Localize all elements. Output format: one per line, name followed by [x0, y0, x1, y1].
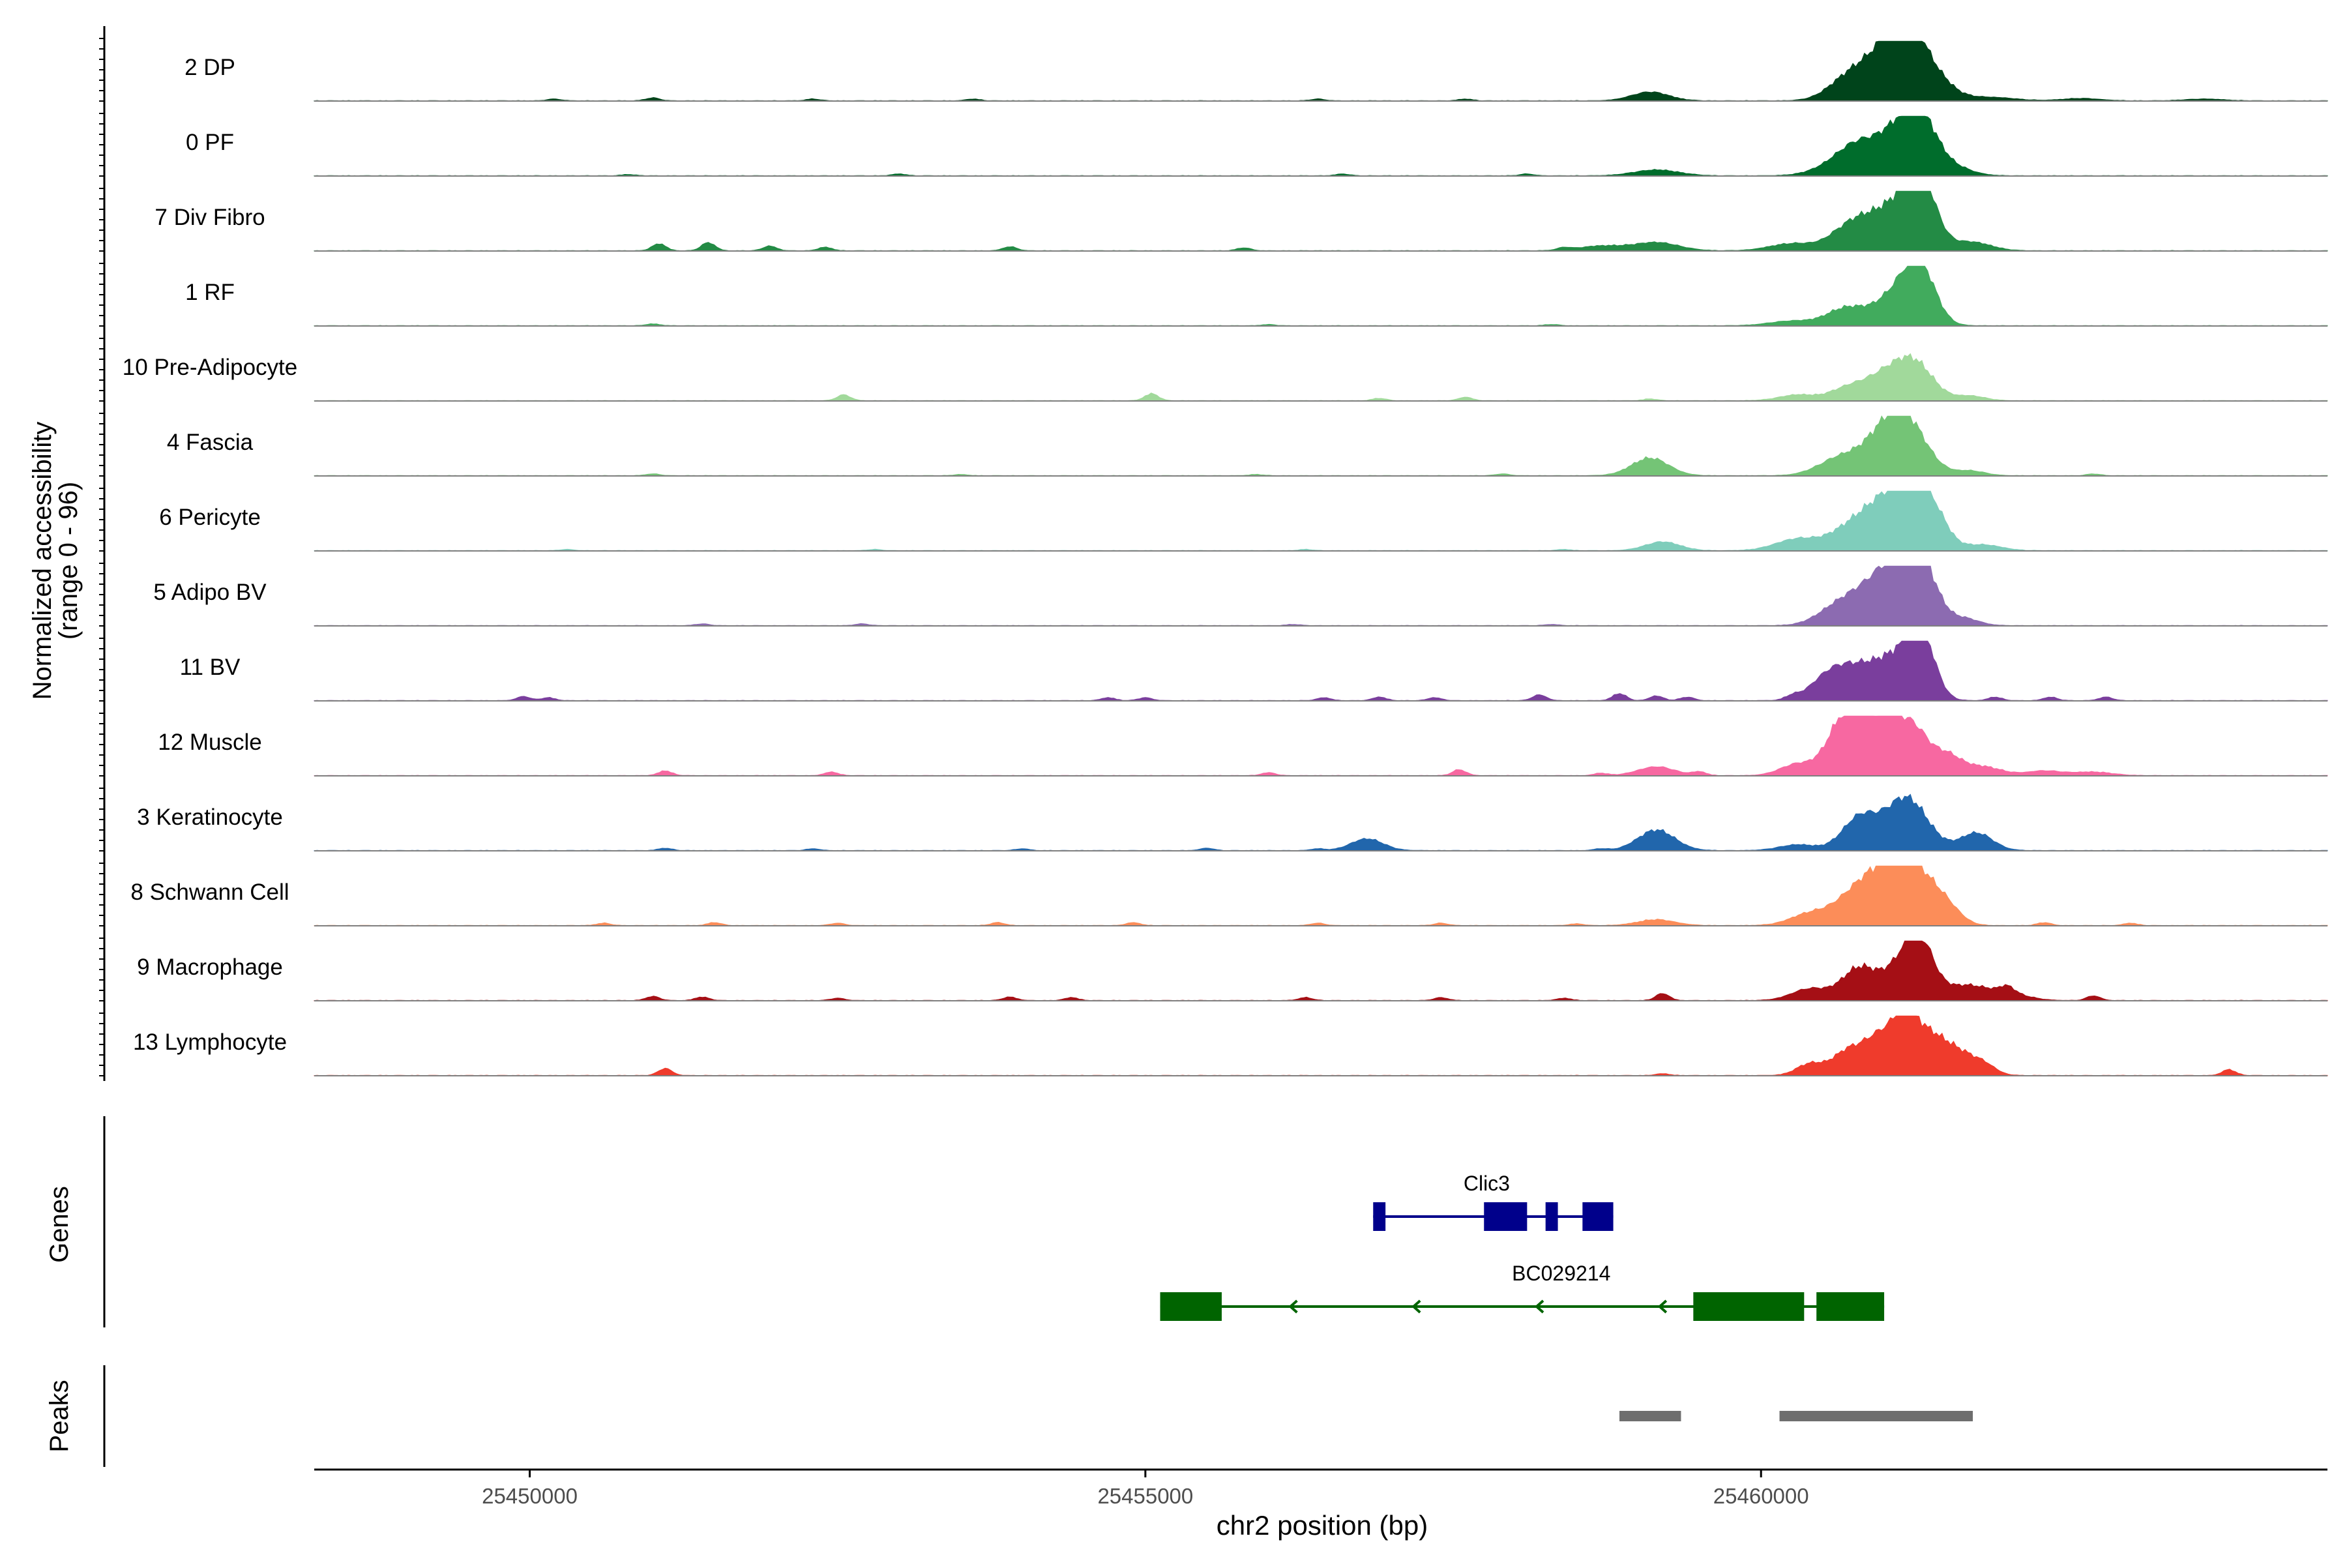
- track-2-dp: 2 DP: [185, 40, 2328, 102]
- track-5-adipo-bv: 5 Adipo BV: [153, 565, 2328, 627]
- peaks-label: Peaks: [45, 1380, 74, 1452]
- track-8-schwann-cell: 8 Schwann Cell: [130, 865, 2328, 926]
- track-label: 0 PF: [186, 130, 234, 155]
- track-label: 10 Pre-Adipocyte: [123, 355, 297, 380]
- track-12-muscle: 12 Muscle: [158, 715, 2328, 777]
- track-label: 9 Macrophage: [137, 954, 283, 980]
- coverage-area: [314, 115, 2328, 177]
- x-axis: 25450000 25455000 25460000: [314, 1468, 2327, 1508]
- coverage-area: [314, 265, 2328, 327]
- track-label: 7 Div Fibro: [155, 205, 265, 230]
- x-tick-label: 25460000: [1713, 1484, 1809, 1508]
- track-4-fascia: 4 Fascia: [167, 415, 2328, 477]
- track-label: 2 DP: [185, 55, 235, 80]
- coverage-area: [314, 715, 2328, 777]
- gene-exon: [1373, 1202, 1386, 1231]
- gene-exon: [1816, 1292, 1885, 1321]
- track-13-lymphocyte: 13 Lymphocyte: [133, 1015, 2328, 1076]
- gene-exon: [1160, 1292, 1222, 1321]
- gene-exon: [1484, 1202, 1528, 1231]
- gene-label: Clic3: [1464, 1172, 1510, 1195]
- gene-exon: [1693, 1292, 1805, 1321]
- strand-arrow: [1288, 1299, 1298, 1314]
- track-label: 6 Pericyte: [159, 505, 261, 530]
- track-0-pf: 0 PF: [186, 115, 2328, 177]
- coverage-area: [314, 865, 2328, 926]
- coverage-area: [314, 940, 2328, 1001]
- coverage-area: [314, 793, 2328, 851]
- track-label: 4 Fascia: [167, 430, 254, 455]
- gene-exon: [1545, 1202, 1558, 1231]
- peak-region: [1779, 1411, 1973, 1421]
- peak-region: [1619, 1411, 1681, 1421]
- strand-arrow: [1535, 1299, 1544, 1314]
- track-11-bv: 11 BV: [180, 640, 2328, 702]
- strand-arrow: [1411, 1299, 1421, 1314]
- coverage-area: [314, 415, 2328, 477]
- track-10-pre-adipocyte: 10 Pre-Adipocyte: [123, 353, 2328, 402]
- coverage-area: [314, 565, 2328, 627]
- peak-track: [103, 1365, 1973, 1467]
- track-label: 5 Adipo BV: [153, 580, 267, 605]
- track-label: 8 Schwann Cell: [130, 880, 289, 905]
- y-axis-label: Normalized accessibility: [28, 422, 57, 700]
- coverage-area: [314, 640, 2328, 702]
- y-axis: [99, 26, 106, 1081]
- coverage-area: [314, 190, 2328, 252]
- gene-bc029214: BC029214: [1160, 1262, 1885, 1321]
- track-6-pericyte: 6 Pericyte: [159, 490, 2328, 552]
- coverage-tracks: 2 DP 0 PF 7 Div Fibro 1 RF 10 Pre-Adipocyte 4…: [123, 40, 2328, 1076]
- gene-clic3: Clic3: [1373, 1172, 1614, 1231]
- track-label: 1 RF: [185, 280, 235, 305]
- track-label: 11 BV: [180, 655, 241, 680]
- coverage-area: [314, 1015, 2328, 1076]
- gene-track: Clic3 BC029214: [103, 1116, 1885, 1327]
- track-label: 3 Keratinocyte: [137, 805, 283, 830]
- y-axis-label-range: (range 0 - 96): [54, 482, 83, 640]
- track-9-macrophage: 9 Macrophage: [137, 940, 2328, 1001]
- gene-exon: [1582, 1202, 1614, 1231]
- track-label: 13 Lymphocyte: [133, 1029, 287, 1055]
- coverage-area: [314, 353, 2328, 402]
- genes-label: Genes: [45, 1186, 74, 1263]
- x-tick-label: 25455000: [1097, 1484, 1193, 1508]
- gene-label: BC029214: [1512, 1262, 1610, 1285]
- coverage-area: [314, 40, 2328, 102]
- strand-arrow: [1657, 1299, 1668, 1314]
- track-3-keratinocyte: 3 Keratinocyte: [137, 793, 2328, 851]
- track-7-div-fibro: 7 Div Fibro: [155, 190, 2328, 252]
- coverage-area: [314, 490, 2328, 552]
- x-tick-label: 25450000: [482, 1484, 578, 1508]
- x-axis-label: chr2 position (bp): [1217, 1510, 1428, 1541]
- track-1-rf: 1 RF: [185, 265, 2328, 327]
- track-label: 12 Muscle: [158, 730, 262, 755]
